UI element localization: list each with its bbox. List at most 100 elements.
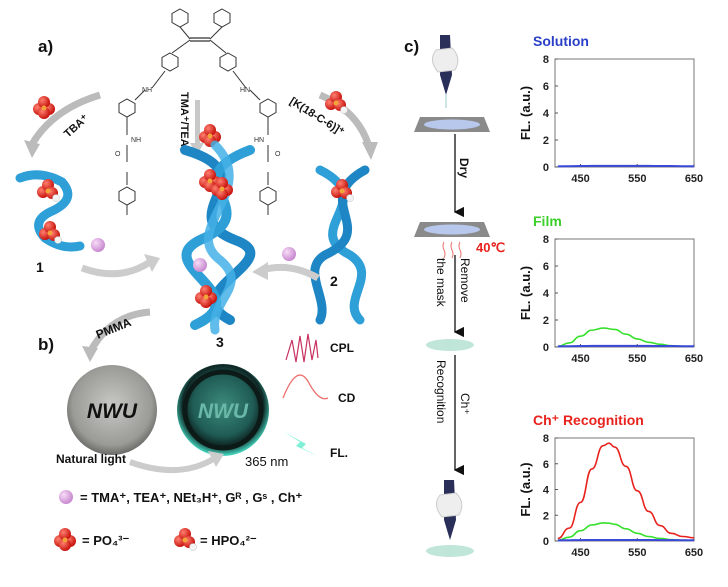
y-tick-label: 8	[543, 234, 549, 246]
series-line-1	[557, 522, 695, 542]
compound-label-2: 2	[330, 273, 338, 289]
y-tick-label: 6	[543, 261, 549, 273]
natural-light-label: Natural light	[56, 452, 126, 466]
helix-2	[310, 165, 370, 325]
series-line-0	[557, 327, 695, 348]
hpo4-icon	[173, 527, 197, 551]
y-axis-label: FL. (a.u.)	[518, 266, 533, 320]
nh-label: NH	[142, 87, 152, 94]
legend-po4-text: = PO₄³⁻	[82, 533, 130, 548]
fluorescence-icon	[284, 432, 318, 456]
x-tick-label: 550	[628, 353, 646, 365]
cd-label: CD	[338, 391, 356, 405]
hpo4-icon	[324, 90, 348, 114]
plot-frame	[554, 437, 695, 542]
dried-film	[424, 224, 480, 235]
arrow-2-to-3	[261, 263, 320, 282]
pmma-label: PMMA	[94, 315, 134, 342]
legend-ball-text: = TMA⁺, TEA⁺, NEt₃H⁺, Gᴿ , Gˢ , Ch⁺	[80, 490, 302, 505]
chart-title: Film	[533, 213, 562, 229]
disk-uv: NWU	[177, 364, 269, 456]
x-tick-label: 450	[571, 353, 589, 365]
fluorescence-charts: Solution 0 2 4 6 8 450 550 650 FL. (a.u.) Film 0 2 4 6…	[518, 33, 703, 559]
x-tick-label: 650	[685, 547, 703, 559]
y-tick-label: 4	[543, 288, 550, 300]
arrowhead	[144, 254, 160, 272]
panel-label-a: a)	[38, 37, 53, 56]
heat-icon	[442, 241, 462, 259]
y-tick-label: 4	[543, 108, 550, 120]
x-tick-label: 450	[571, 547, 589, 559]
chart-2: Ch⁺ Recognition 0 2 4 6 8 450 550 650 FL. (a.u.)	[518, 412, 703, 559]
pipette-icon	[436, 480, 463, 540]
cd-icon	[282, 374, 329, 400]
the-mask-label: the mask	[434, 258, 448, 308]
guest-ball-icon	[282, 247, 296, 261]
dry-label: Dry	[457, 158, 471, 178]
pipette-icon	[432, 35, 459, 108]
reagent-tba: TBA⁺	[62, 112, 91, 140]
nh-label: NH	[131, 137, 141, 144]
chart-0: Solution 0 2 4 6 8 450 550 650 FL. (a.u.)	[518, 33, 703, 185]
arrow-tma	[195, 100, 200, 145]
compound-label-3: 3	[216, 334, 224, 350]
remove-label: Remove	[458, 258, 472, 303]
guest-ball-icon	[91, 238, 105, 252]
disk-text: NWU	[87, 400, 138, 423]
reagent-tma-tea: TMA⁺/TEA⁺	[178, 92, 190, 153]
fl-label: FL.	[330, 446, 348, 460]
y-axis-label: FL. (a.u.)	[518, 86, 533, 140]
y-axis-label: FL. (a.u.)	[518, 462, 533, 516]
cpl-label: CPL	[330, 341, 354, 355]
panel-label-b: b)	[38, 335, 54, 354]
uv-label: 365 nm	[245, 454, 288, 469]
guest-ball-icon	[59, 490, 73, 504]
arrowhead	[362, 142, 378, 160]
y-tick-label: 2	[543, 135, 549, 147]
legend-hpo4-text: = HPO₄²⁻	[200, 533, 257, 548]
chart-1: Film 0 2 4 6 8 450 550 650 FL. (a.u.)	[518, 213, 703, 365]
y-tick-label: 2	[543, 315, 549, 327]
y-tick-label: 8	[543, 433, 549, 445]
o-label: O	[115, 151, 121, 158]
cpl-icon	[285, 333, 319, 363]
film-disk	[426, 545, 474, 557]
solution-drop	[424, 119, 480, 130]
x-tick-label: 650	[685, 353, 703, 365]
recognition-label: Recognition	[434, 360, 448, 423]
y-tick-label: 0	[543, 342, 549, 354]
temperature-label: 40℃	[476, 240, 505, 255]
disk-text: NWU	[198, 400, 249, 423]
arrow-uv	[128, 455, 217, 473]
x-tick-label: 450	[571, 173, 589, 185]
arrowhead	[24, 140, 40, 158]
film-disk	[426, 339, 474, 351]
arrowhead	[252, 262, 268, 280]
x-tick-label: 550	[628, 173, 646, 185]
arrow-pmma	[86, 308, 151, 354]
y-tick-label: 0	[543, 162, 549, 174]
panel-label-c: c)	[404, 37, 419, 56]
series-line-0	[557, 442, 695, 540]
y-tick-label: 4	[543, 485, 550, 497]
hn-label: HN	[254, 137, 264, 144]
chart-title: Ch⁺ Recognition	[533, 412, 644, 428]
arrowhead	[82, 346, 98, 362]
y-tick-label: 2	[543, 510, 549, 522]
chart-title: Solution	[533, 33, 589, 49]
helix-1	[15, 170, 85, 252]
o-label: O	[275, 151, 281, 158]
plot-frame	[554, 238, 695, 348]
arrow-tba	[26, 91, 102, 150]
x-tick-label: 550	[628, 547, 646, 559]
y-tick-label: 0	[543, 536, 549, 548]
molecule-structure: NH HN NH HN O O	[115, 8, 281, 215]
plot-frame	[554, 58, 695, 168]
hn-label: HN	[240, 87, 250, 94]
arrowhead	[208, 451, 224, 467]
y-tick-label: 8	[543, 54, 549, 66]
compound-label-1: 1	[36, 259, 44, 275]
helix-3	[180, 140, 256, 335]
po4-icon	[54, 528, 76, 551]
